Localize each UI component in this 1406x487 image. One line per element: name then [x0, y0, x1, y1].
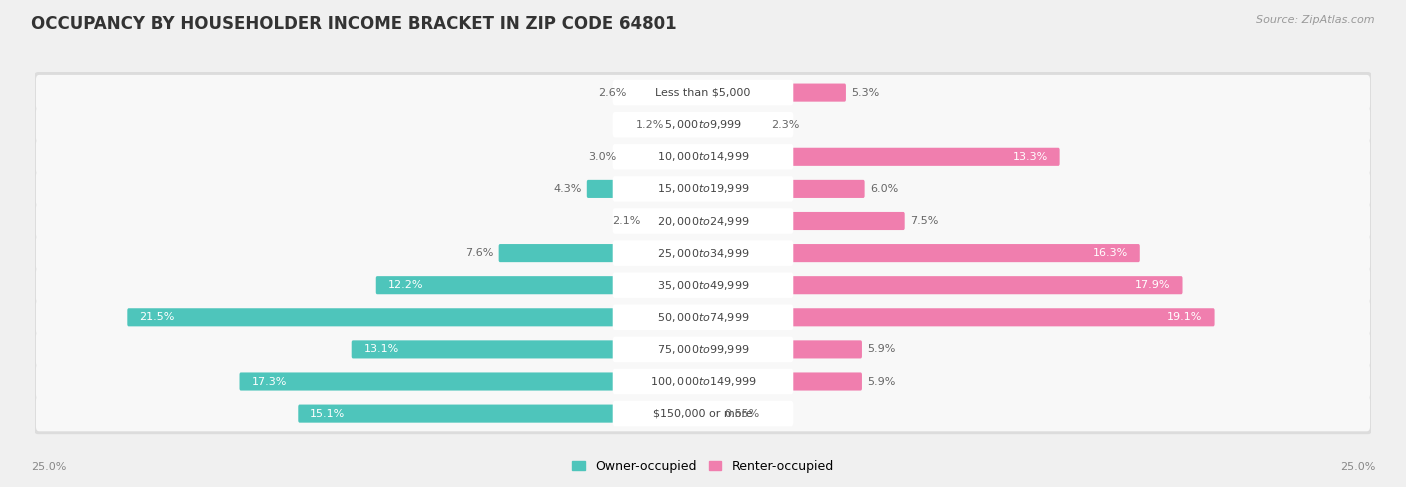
- Text: $150,000 or more: $150,000 or more: [654, 409, 752, 419]
- Text: 5.9%: 5.9%: [868, 376, 896, 387]
- FancyBboxPatch shape: [34, 361, 1372, 402]
- FancyBboxPatch shape: [702, 405, 718, 423]
- FancyBboxPatch shape: [37, 75, 1369, 110]
- FancyBboxPatch shape: [375, 276, 704, 294]
- Text: $100,000 to $149,999: $100,000 to $149,999: [650, 375, 756, 388]
- FancyBboxPatch shape: [702, 244, 1140, 262]
- FancyBboxPatch shape: [613, 241, 793, 266]
- Text: 17.9%: 17.9%: [1135, 280, 1170, 290]
- Text: $5,000 to $9,999: $5,000 to $9,999: [664, 118, 742, 131]
- FancyBboxPatch shape: [613, 337, 793, 362]
- FancyBboxPatch shape: [621, 148, 704, 166]
- Text: 5.9%: 5.9%: [868, 344, 896, 355]
- FancyBboxPatch shape: [702, 373, 862, 391]
- FancyBboxPatch shape: [37, 300, 1369, 335]
- FancyBboxPatch shape: [702, 148, 1060, 166]
- FancyBboxPatch shape: [586, 180, 704, 198]
- Text: Less than $5,000: Less than $5,000: [655, 88, 751, 97]
- Text: 5.3%: 5.3%: [851, 88, 880, 97]
- FancyBboxPatch shape: [702, 212, 904, 230]
- FancyBboxPatch shape: [633, 84, 704, 102]
- Text: 19.1%: 19.1%: [1167, 312, 1202, 322]
- Text: $15,000 to $19,999: $15,000 to $19,999: [657, 183, 749, 195]
- FancyBboxPatch shape: [34, 169, 1372, 209]
- FancyBboxPatch shape: [613, 144, 793, 169]
- FancyBboxPatch shape: [613, 369, 793, 394]
- Text: 7.5%: 7.5%: [910, 216, 938, 226]
- Text: 2.6%: 2.6%: [599, 88, 627, 97]
- FancyBboxPatch shape: [298, 405, 704, 423]
- Text: 16.3%: 16.3%: [1092, 248, 1128, 258]
- FancyBboxPatch shape: [34, 72, 1372, 113]
- FancyBboxPatch shape: [37, 332, 1369, 367]
- FancyBboxPatch shape: [239, 373, 704, 391]
- Text: $20,000 to $24,999: $20,000 to $24,999: [657, 214, 749, 227]
- FancyBboxPatch shape: [669, 115, 704, 134]
- Text: 15.1%: 15.1%: [311, 409, 346, 419]
- Text: 21.5%: 21.5%: [139, 312, 174, 322]
- Text: OCCUPANCY BY HOUSEHOLDER INCOME BRACKET IN ZIP CODE 64801: OCCUPANCY BY HOUSEHOLDER INCOME BRACKET …: [31, 15, 676, 33]
- Text: $50,000 to $74,999: $50,000 to $74,999: [657, 311, 749, 324]
- Legend: Owner-occupied, Renter-occupied: Owner-occupied, Renter-occupied: [568, 455, 838, 478]
- FancyBboxPatch shape: [34, 201, 1372, 242]
- Text: Source: ZipAtlas.com: Source: ZipAtlas.com: [1257, 15, 1375, 25]
- Text: 1.2%: 1.2%: [636, 120, 664, 130]
- Text: $35,000 to $49,999: $35,000 to $49,999: [657, 279, 749, 292]
- FancyBboxPatch shape: [34, 329, 1372, 370]
- Text: $25,000 to $34,999: $25,000 to $34,999: [657, 246, 749, 260]
- Text: 12.2%: 12.2%: [388, 280, 423, 290]
- Text: 25.0%: 25.0%: [31, 462, 66, 472]
- FancyBboxPatch shape: [613, 272, 793, 298]
- Text: 7.6%: 7.6%: [465, 248, 494, 258]
- FancyBboxPatch shape: [37, 396, 1369, 431]
- FancyBboxPatch shape: [34, 297, 1372, 338]
- FancyBboxPatch shape: [34, 264, 1372, 306]
- FancyBboxPatch shape: [37, 267, 1369, 303]
- FancyBboxPatch shape: [702, 276, 1182, 294]
- FancyBboxPatch shape: [34, 232, 1372, 274]
- Text: $75,000 to $99,999: $75,000 to $99,999: [657, 343, 749, 356]
- FancyBboxPatch shape: [702, 115, 766, 134]
- Text: 6.0%: 6.0%: [870, 184, 898, 194]
- FancyBboxPatch shape: [34, 104, 1372, 145]
- FancyBboxPatch shape: [37, 203, 1369, 239]
- FancyBboxPatch shape: [613, 80, 793, 105]
- FancyBboxPatch shape: [37, 171, 1369, 206]
- FancyBboxPatch shape: [702, 180, 865, 198]
- FancyBboxPatch shape: [37, 139, 1369, 174]
- FancyBboxPatch shape: [34, 393, 1372, 434]
- Text: 3.0%: 3.0%: [588, 152, 616, 162]
- FancyBboxPatch shape: [645, 212, 704, 230]
- FancyBboxPatch shape: [499, 244, 704, 262]
- Text: 25.0%: 25.0%: [1340, 462, 1375, 472]
- FancyBboxPatch shape: [37, 107, 1369, 142]
- FancyBboxPatch shape: [613, 304, 793, 330]
- Text: 2.3%: 2.3%: [770, 120, 800, 130]
- Text: 13.3%: 13.3%: [1012, 152, 1047, 162]
- Text: 0.55%: 0.55%: [724, 409, 759, 419]
- Text: 4.3%: 4.3%: [553, 184, 582, 194]
- FancyBboxPatch shape: [352, 340, 704, 358]
- Text: 2.1%: 2.1%: [612, 216, 640, 226]
- FancyBboxPatch shape: [613, 112, 793, 137]
- Text: 17.3%: 17.3%: [252, 376, 287, 387]
- FancyBboxPatch shape: [702, 340, 862, 358]
- Text: $10,000 to $14,999: $10,000 to $14,999: [657, 150, 749, 163]
- FancyBboxPatch shape: [37, 235, 1369, 271]
- FancyBboxPatch shape: [34, 136, 1372, 177]
- FancyBboxPatch shape: [37, 364, 1369, 399]
- FancyBboxPatch shape: [613, 208, 793, 234]
- FancyBboxPatch shape: [702, 308, 1215, 326]
- FancyBboxPatch shape: [613, 401, 793, 426]
- FancyBboxPatch shape: [128, 308, 704, 326]
- FancyBboxPatch shape: [702, 84, 846, 102]
- FancyBboxPatch shape: [613, 176, 793, 202]
- Text: 13.1%: 13.1%: [364, 344, 399, 355]
